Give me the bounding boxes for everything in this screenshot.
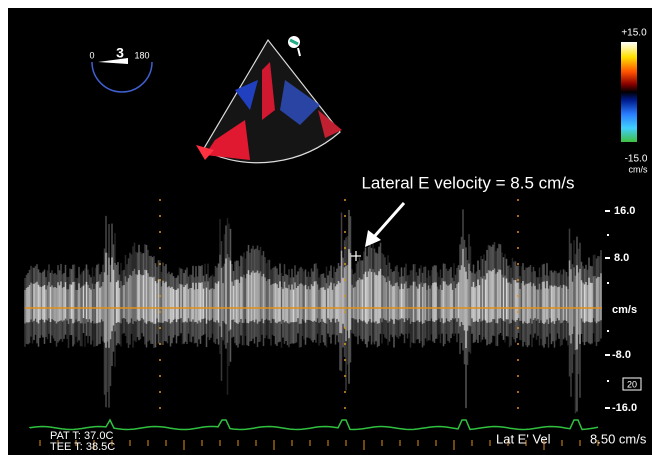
time-dot: [517, 327, 519, 329]
time-dot: [344, 391, 346, 393]
time-dot: [344, 215, 346, 217]
time-dot: [159, 295, 161, 297]
color-bar: [621, 42, 637, 142]
time-dot: [159, 263, 161, 265]
time-dot: [517, 311, 519, 313]
scale-label: -8.0: [612, 349, 631, 361]
time-dot: [517, 215, 519, 217]
time-dot: [344, 295, 346, 297]
time-dot: [159, 247, 161, 249]
time-dot: [517, 247, 519, 249]
annotation: Lateral E velocity = 8.5 cm/s: [361, 173, 574, 192]
time-dot: [517, 407, 519, 409]
time-dot: [517, 391, 519, 393]
time-dot: [344, 247, 346, 249]
time-dot: [517, 359, 519, 361]
measure-value: 8.50 cm/s: [590, 431, 647, 446]
time-dot: [159, 215, 161, 217]
time-dot: [159, 359, 161, 361]
angle-value: 3: [116, 45, 124, 61]
measure-name: Lat E' Vel: [496, 431, 551, 446]
time-dot: [344, 359, 346, 361]
time-dot: [517, 375, 519, 377]
time-dot: [344, 231, 346, 233]
time-dot: [517, 295, 519, 297]
time-dot: [344, 327, 346, 329]
time-dot: [159, 407, 161, 409]
time-dot: [517, 263, 519, 265]
scale-label: cm/s: [612, 304, 637, 316]
color-scale-top: +15.0: [621, 28, 647, 39]
time-dot: [159, 231, 161, 233]
time-dot: [344, 199, 346, 201]
time-dot: [159, 279, 161, 281]
time-dot: [344, 375, 346, 377]
time-dot: [159, 311, 161, 313]
time-dot: [344, 279, 346, 281]
time-dot: [344, 343, 346, 345]
time-dot: [517, 199, 519, 201]
angle-min: 0: [89, 50, 94, 60]
time-dot: [344, 311, 346, 313]
time-dot: [159, 343, 161, 345]
color-scale-bottom: -15.0: [625, 154, 648, 165]
scale-label: 16.0: [614, 205, 635, 217]
time-dot: [159, 375, 161, 377]
time-dot: [517, 279, 519, 281]
time-dot: [517, 343, 519, 345]
time-dot: [344, 263, 346, 265]
color-scale-unit: cm/s: [629, 164, 648, 174]
time-dot: [159, 199, 161, 201]
time-dot: [159, 391, 161, 393]
sweep-speed: 20: [627, 379, 637, 389]
angle-max: 180: [134, 50, 149, 60]
tee-temp: TEE T: 38.5C: [50, 441, 115, 453]
time-dot: [344, 407, 346, 409]
time-dot: [517, 231, 519, 233]
scale-label: 8.0: [614, 252, 629, 264]
time-dot: [159, 327, 161, 329]
scale-label: -16.0: [612, 402, 637, 414]
ultrasound-screen: 0 3 180 +15.0 -15.0 cm/s Lateral E veloc…: [0, 0, 652, 455]
